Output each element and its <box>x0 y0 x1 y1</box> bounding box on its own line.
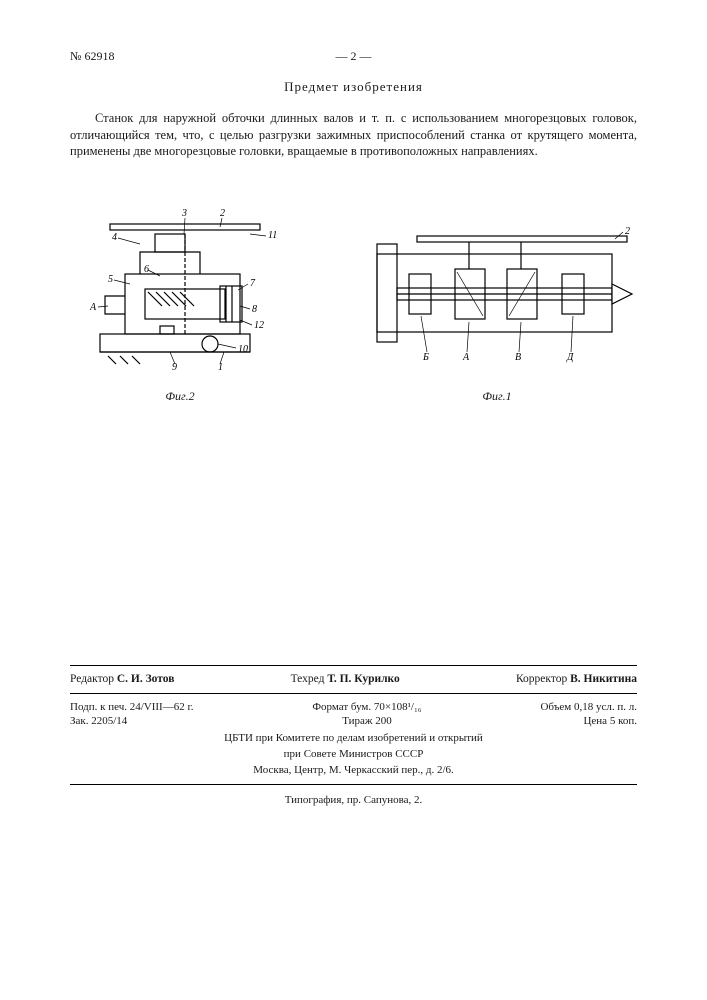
figure-1: 2 Б А В Д Фиг.1 <box>357 214 637 404</box>
svg-text:2: 2 <box>625 226 630 237</box>
pub-tirage: Тираж 200 <box>312 714 421 728</box>
credits-row: Редактор С. И. Зотов Техред Т. П. Курилк… <box>70 672 637 688</box>
page-number: — 2 — <box>336 48 372 64</box>
section-title: Предмет изобретения <box>70 78 637 96</box>
divider-top <box>70 665 637 666</box>
pub-address: Москва, Центр, М. Черкасский пер., д. 2/… <box>70 763 637 777</box>
svg-text:Д: Д <box>566 352 574 363</box>
svg-text:А: А <box>462 352 470 363</box>
svg-text:4: 4 <box>112 232 117 243</box>
svg-text:2: 2 <box>220 208 225 219</box>
svg-text:7: 7 <box>250 278 256 289</box>
corrector-label: Корректор <box>516 673 567 685</box>
svg-text:10: 10 <box>238 344 248 355</box>
corrector-name: В. Никитина <box>570 673 637 685</box>
editor-label: Редактор <box>70 673 114 685</box>
techred-name: Т. П. Курилко <box>327 673 399 685</box>
figures-row: 3 2 4 11 5 6 7 8 12 <box>70 194 637 404</box>
page-header: № 62918 — 2 — № 62918 <box>70 48 637 64</box>
page: № 62918 — 2 — № 62918 Предмет изобретени… <box>0 0 707 1000</box>
pub-price: Цена 5 коп. <box>540 714 637 728</box>
pub-org2: при Совете Министров СССР <box>70 747 637 761</box>
techred-label: Техред <box>291 673 325 685</box>
figure-2-caption: Фиг.2 <box>165 388 194 404</box>
divider-bottom <box>70 784 637 785</box>
svg-text:А: А <box>89 302 97 313</box>
editor-name: С. И. Зотов <box>117 673 175 685</box>
pub-volume: Объем 0,18 усл. п. л. <box>540 700 637 714</box>
pub-mid: Формат бум. 70×108¹/₁₆ Тираж 200 <box>312 700 421 729</box>
svg-text:11: 11 <box>268 230 277 241</box>
typography-line: Типография, пр. Сапунова, 2. <box>70 793 637 808</box>
svg-text:1: 1 <box>218 362 223 373</box>
svg-text:В: В <box>515 352 521 363</box>
figure-2-svg: 3 2 4 11 5 6 7 8 12 <box>70 194 290 384</box>
pub-right: Объем 0,18 усл. п. л. Цена 5 коп. <box>540 700 637 729</box>
pub-left: Подп. к печ. 24/VIII—62 г. Зак. 2205/14 <box>70 700 194 729</box>
svg-text:12: 12 <box>254 320 264 331</box>
svg-text:8: 8 <box>252 304 257 315</box>
pub-signed-date: Подп. к печ. 24/VIII—62 г. <box>70 700 194 714</box>
doc-number: № 62918 <box>70 48 114 64</box>
svg-text:Б: Б <box>422 352 429 363</box>
corrector: Корректор В. Никитина <box>516 672 637 688</box>
body-text: Станок для наружной обточки длинных вало… <box>70 110 637 161</box>
publication-info: Подп. к печ. 24/VIII—62 г. Зак. 2205/14 … <box>70 700 637 777</box>
figure-2: 3 2 4 11 5 6 7 8 12 <box>70 194 290 404</box>
svg-text:6: 6 <box>144 264 149 275</box>
divider-mid <box>70 693 637 694</box>
pub-org1: ЦБТИ при Комитете по делам изобретений и… <box>70 731 637 745</box>
techred: Техред Т. П. Курилко <box>291 672 400 688</box>
pub-order: Зак. 2205/14 <box>70 714 194 728</box>
figure-1-svg: 2 Б А В Д <box>357 214 637 384</box>
pub-format: Формат бум. 70×108¹/₁₆ <box>312 700 421 714</box>
editor: Редактор С. И. Зотов <box>70 672 174 688</box>
figure-1-caption: Фиг.1 <box>482 388 511 404</box>
svg-text:3: 3 <box>181 208 187 219</box>
svg-text:5: 5 <box>108 274 113 285</box>
